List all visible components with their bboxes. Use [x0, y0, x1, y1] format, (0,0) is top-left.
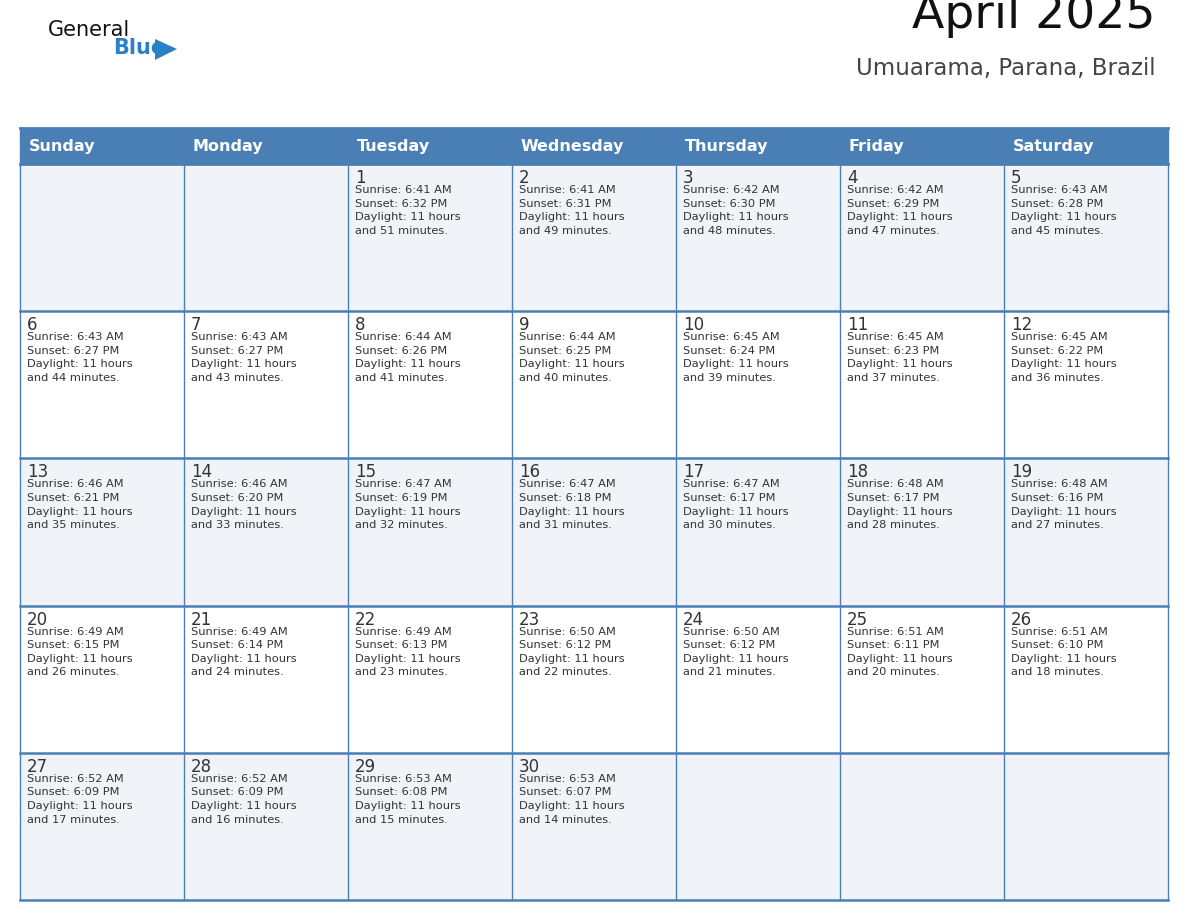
Text: Sunrise: 6:50 AM
Sunset: 6:12 PM
Daylight: 11 hours
and 21 minutes.: Sunrise: 6:50 AM Sunset: 6:12 PM Dayligh… [683, 627, 789, 677]
Text: 18: 18 [847, 464, 868, 481]
Text: Sunrise: 6:49 AM
Sunset: 6:14 PM
Daylight: 11 hours
and 24 minutes.: Sunrise: 6:49 AM Sunset: 6:14 PM Dayligh… [191, 627, 297, 677]
Bar [20, 128, 184, 164]
Text: Sunrise: 6:48 AM
Sunset: 6:17 PM
Daylight: 11 hours
and 28 minutes.: Sunrise: 6:48 AM Sunset: 6:17 PM Dayligh… [847, 479, 953, 531]
Text: 28: 28 [191, 757, 213, 776]
Text: Sunrise: 6:44 AM
Sunset: 6:25 PM
Daylight: 11 hours
and 40 minutes.: Sunrise: 6:44 AM Sunset: 6:25 PM Dayligh… [519, 332, 625, 383]
Text: 3: 3 [683, 169, 694, 187]
Text: Sunrise: 6:43 AM
Sunset: 6:27 PM
Daylight: 11 hours
and 44 minutes.: Sunrise: 6:43 AM Sunset: 6:27 PM Dayligh… [27, 332, 133, 383]
Text: 27: 27 [27, 757, 49, 776]
Text: Sunrise: 6:41 AM
Sunset: 6:31 PM
Daylight: 11 hours
and 49 minutes.: Sunrise: 6:41 AM Sunset: 6:31 PM Dayligh… [519, 185, 625, 236]
Bar [1004, 128, 1168, 164]
Text: 16: 16 [519, 464, 541, 481]
Text: Sunrise: 6:46 AM
Sunset: 6:20 PM
Daylight: 11 hours
and 33 minutes.: Sunrise: 6:46 AM Sunset: 6:20 PM Dayligh… [191, 479, 297, 531]
Text: Sunrise: 6:43 AM
Sunset: 6:27 PM
Daylight: 11 hours
and 43 minutes.: Sunrise: 6:43 AM Sunset: 6:27 PM Dayligh… [191, 332, 297, 383]
Text: Sunrise: 6:53 AM
Sunset: 6:08 PM
Daylight: 11 hours
and 15 minutes.: Sunrise: 6:53 AM Sunset: 6:08 PM Dayligh… [355, 774, 461, 824]
Text: 20: 20 [27, 610, 49, 629]
Text: 29: 29 [355, 757, 377, 776]
Text: Umuarama, Parana, Brazil: Umuarama, Parana, Brazil [855, 57, 1155, 80]
Text: Sunrise: 6:43 AM
Sunset: 6:28 PM
Daylight: 11 hours
and 45 minutes.: Sunrise: 6:43 AM Sunset: 6:28 PM Dayligh… [1011, 185, 1117, 236]
Text: Sunrise: 6:42 AM
Sunset: 6:29 PM
Daylight: 11 hours
and 47 minutes.: Sunrise: 6:42 AM Sunset: 6:29 PM Dayligh… [847, 185, 953, 236]
Text: 2: 2 [519, 169, 530, 187]
Text: Blue: Blue [113, 38, 165, 58]
Text: Sunrise: 6:52 AM
Sunset: 6:09 PM
Daylight: 11 hours
and 16 minutes.: Sunrise: 6:52 AM Sunset: 6:09 PM Dayligh… [191, 774, 297, 824]
Text: Monday: Monday [192, 139, 264, 153]
Text: Sunrise: 6:50 AM
Sunset: 6:12 PM
Daylight: 11 hours
and 22 minutes.: Sunrise: 6:50 AM Sunset: 6:12 PM Dayligh… [519, 627, 625, 677]
Text: 10: 10 [683, 316, 704, 334]
Bar [184, 128, 348, 164]
Bar [348, 128, 512, 164]
Text: 5: 5 [1011, 169, 1022, 187]
Bar [20, 458, 1168, 606]
Text: 7: 7 [191, 316, 202, 334]
Text: 1: 1 [355, 169, 366, 187]
Text: 12: 12 [1011, 316, 1032, 334]
Text: Sunrise: 6:52 AM
Sunset: 6:09 PM
Daylight: 11 hours
and 17 minutes.: Sunrise: 6:52 AM Sunset: 6:09 PM Dayligh… [27, 774, 133, 824]
Text: Sunrise: 6:48 AM
Sunset: 6:16 PM
Daylight: 11 hours
and 27 minutes.: Sunrise: 6:48 AM Sunset: 6:16 PM Dayligh… [1011, 479, 1117, 531]
Text: 19: 19 [1011, 464, 1032, 481]
Text: 6: 6 [27, 316, 38, 334]
Text: 23: 23 [519, 610, 541, 629]
Text: Wednesday: Wednesday [522, 139, 625, 153]
Text: 11: 11 [847, 316, 868, 334]
Text: Sunrise: 6:47 AM
Sunset: 6:18 PM
Daylight: 11 hours
and 31 minutes.: Sunrise: 6:47 AM Sunset: 6:18 PM Dayligh… [519, 479, 625, 531]
Text: 26: 26 [1011, 610, 1032, 629]
Polygon shape [154, 39, 177, 60]
Text: Sunrise: 6:45 AM
Sunset: 6:23 PM
Daylight: 11 hours
and 37 minutes.: Sunrise: 6:45 AM Sunset: 6:23 PM Dayligh… [847, 332, 953, 383]
Text: Sunrise: 6:47 AM
Sunset: 6:17 PM
Daylight: 11 hours
and 30 minutes.: Sunrise: 6:47 AM Sunset: 6:17 PM Dayligh… [683, 479, 789, 531]
Text: Sunrise: 6:47 AM
Sunset: 6:19 PM
Daylight: 11 hours
and 32 minutes.: Sunrise: 6:47 AM Sunset: 6:19 PM Dayligh… [355, 479, 461, 531]
Bar [676, 128, 840, 164]
Text: Sunrise: 6:49 AM
Sunset: 6:13 PM
Daylight: 11 hours
and 23 minutes.: Sunrise: 6:49 AM Sunset: 6:13 PM Dayligh… [355, 627, 461, 677]
Text: Sunday: Sunday [29, 139, 95, 153]
Text: 17: 17 [683, 464, 704, 481]
Text: Sunrise: 6:53 AM
Sunset: 6:07 PM
Daylight: 11 hours
and 14 minutes.: Sunrise: 6:53 AM Sunset: 6:07 PM Dayligh… [519, 774, 625, 824]
Text: 24: 24 [683, 610, 704, 629]
Text: 21: 21 [191, 610, 213, 629]
Text: 4: 4 [847, 169, 858, 187]
Bar [20, 753, 1168, 900]
Text: Sunrise: 6:42 AM
Sunset: 6:30 PM
Daylight: 11 hours
and 48 minutes.: Sunrise: 6:42 AM Sunset: 6:30 PM Dayligh… [683, 185, 789, 236]
Text: Sunrise: 6:51 AM
Sunset: 6:11 PM
Daylight: 11 hours
and 20 minutes.: Sunrise: 6:51 AM Sunset: 6:11 PM Dayligh… [847, 627, 953, 677]
Text: 14: 14 [191, 464, 213, 481]
Text: 15: 15 [355, 464, 377, 481]
Text: General: General [48, 20, 131, 40]
Text: Sunrise: 6:51 AM
Sunset: 6:10 PM
Daylight: 11 hours
and 18 minutes.: Sunrise: 6:51 AM Sunset: 6:10 PM Dayligh… [1011, 627, 1117, 677]
Text: 8: 8 [355, 316, 366, 334]
Text: Tuesday: Tuesday [358, 139, 430, 153]
Text: Sunrise: 6:49 AM
Sunset: 6:15 PM
Daylight: 11 hours
and 26 minutes.: Sunrise: 6:49 AM Sunset: 6:15 PM Dayligh… [27, 627, 133, 677]
Text: Saturday: Saturday [1013, 139, 1094, 153]
Bar [512, 128, 676, 164]
Bar [840, 128, 1004, 164]
Text: 13: 13 [27, 464, 49, 481]
Text: Sunrise: 6:44 AM
Sunset: 6:26 PM
Daylight: 11 hours
and 41 minutes.: Sunrise: 6:44 AM Sunset: 6:26 PM Dayligh… [355, 332, 461, 383]
Text: Sunrise: 6:41 AM
Sunset: 6:32 PM
Daylight: 11 hours
and 51 minutes.: Sunrise: 6:41 AM Sunset: 6:32 PM Dayligh… [355, 185, 461, 236]
Text: 9: 9 [519, 316, 530, 334]
Bar [20, 606, 1168, 753]
Text: Sunrise: 6:45 AM
Sunset: 6:24 PM
Daylight: 11 hours
and 39 minutes.: Sunrise: 6:45 AM Sunset: 6:24 PM Dayligh… [683, 332, 789, 383]
Text: 30: 30 [519, 757, 541, 776]
Text: Thursday: Thursday [685, 139, 769, 153]
Text: April 2025: April 2025 [911, 0, 1155, 38]
Bar [20, 311, 1168, 458]
Text: Friday: Friday [849, 139, 904, 153]
Text: 25: 25 [847, 610, 868, 629]
Bar [20, 164, 1168, 311]
Text: 22: 22 [355, 610, 377, 629]
Text: Sunrise: 6:46 AM
Sunset: 6:21 PM
Daylight: 11 hours
and 35 minutes.: Sunrise: 6:46 AM Sunset: 6:21 PM Dayligh… [27, 479, 133, 531]
Text: Sunrise: 6:45 AM
Sunset: 6:22 PM
Daylight: 11 hours
and 36 minutes.: Sunrise: 6:45 AM Sunset: 6:22 PM Dayligh… [1011, 332, 1117, 383]
